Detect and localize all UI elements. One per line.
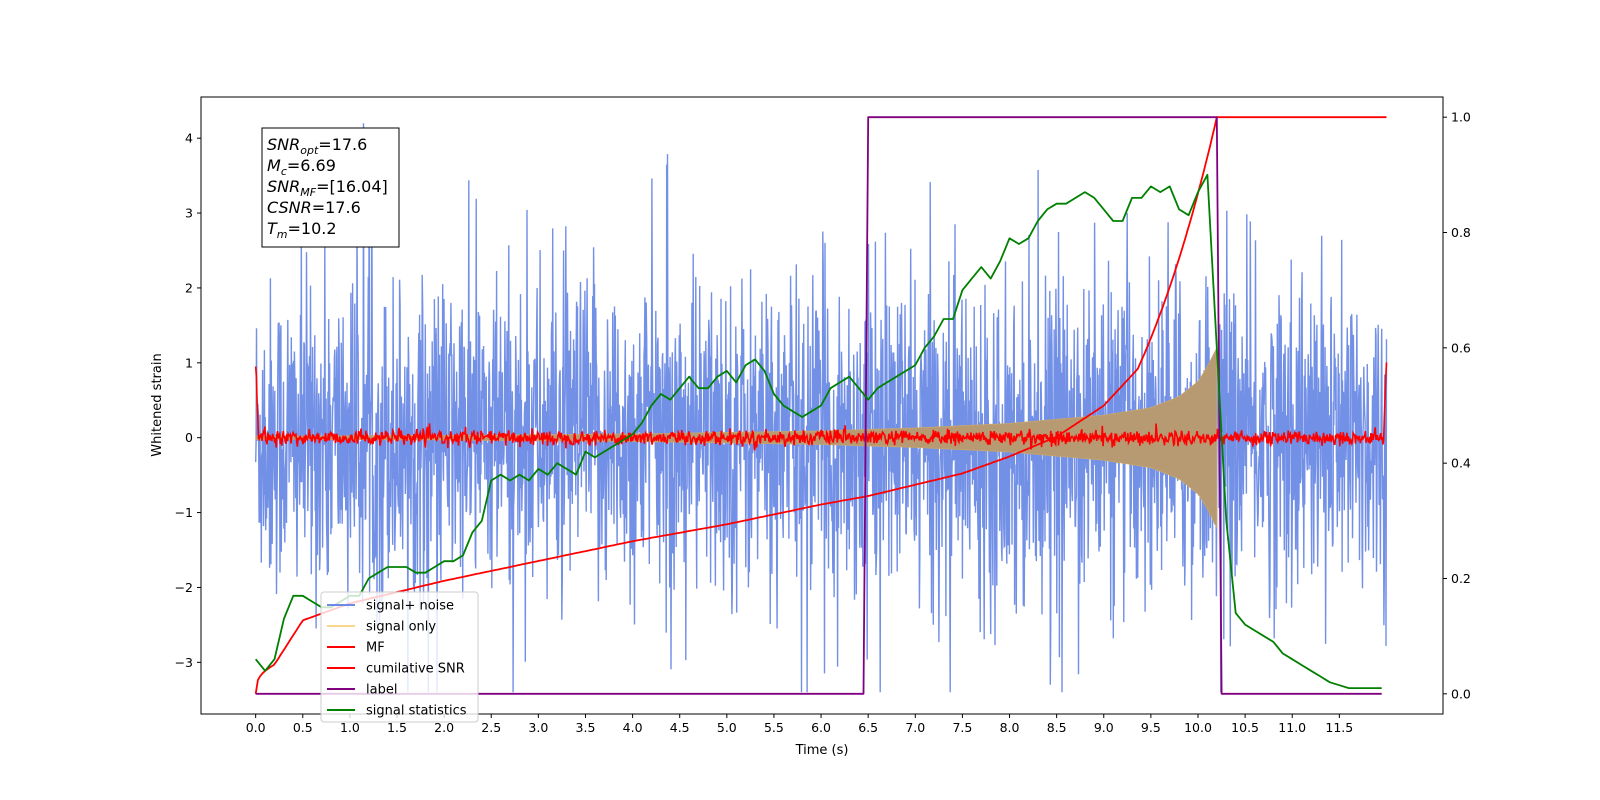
y-left-tick-label: 1 <box>185 355 193 370</box>
y-left-tick-label: 4 <box>185 131 193 146</box>
annotation-name: SNR <box>267 135 300 154</box>
x-tick-label: 3.0 <box>528 720 548 735</box>
x-tick-label: 7.5 <box>952 720 972 735</box>
y-left-tick-label: −2 <box>175 580 193 595</box>
annotation-value: =17.6 <box>318 135 367 154</box>
x-tick-label: 10.0 <box>1184 720 1212 735</box>
x-tick-label: 4.0 <box>623 720 643 735</box>
x-tick-label: 0.0 <box>246 720 266 735</box>
annotation-subscript: c <box>281 165 287 178</box>
x-tick-label: 1.5 <box>387 720 407 735</box>
plot-data-layer <box>254 116 1388 695</box>
y-right-tick-label: 1.0 <box>1451 110 1471 125</box>
annotation-name: M <box>267 156 281 175</box>
y-left-tick-label: −3 <box>175 655 193 670</box>
annotation-subscript: MF <box>300 186 316 199</box>
annotation-subscript: opt <box>300 144 319 157</box>
annotation-name: T <box>267 219 278 238</box>
legend-label: signal+ noise <box>366 599 454 614</box>
x-tick-label: 1.0 <box>340 720 360 735</box>
x-tick-label: 4.5 <box>670 720 690 735</box>
x-tick-label: 5.0 <box>717 720 737 735</box>
x-tick-label: 6.0 <box>811 720 831 735</box>
x-tick-label: 8.5 <box>1047 720 1067 735</box>
y-right-tick-label: 0.2 <box>1451 571 1471 586</box>
series-label <box>255 116 1382 695</box>
x-tick-label: 11.5 <box>1325 720 1353 735</box>
y-right-tick-label: 0.4 <box>1451 456 1471 471</box>
annotation-line: SNRopt=17.6 <box>267 135 367 157</box>
x-tick-label: 11.0 <box>1278 720 1306 735</box>
legend-label: cumilative SNR <box>366 662 465 677</box>
x-tick-label: 6.5 <box>858 720 878 735</box>
y-axis-right: 1.0 0.8 0.6 0.4 0.2 0.0 <box>1443 110 1471 701</box>
annotation-subscript: m <box>277 228 288 241</box>
x-tick-label: 7.0 <box>905 720 925 735</box>
annotation-frame <box>261 127 400 248</box>
y-left-tick-label: 3 <box>185 206 193 221</box>
legend-label: signal only <box>366 620 436 635</box>
legend-frame <box>320 591 479 723</box>
annotation-value: =[16.04] <box>316 177 388 196</box>
legend-label: label <box>366 683 397 698</box>
x-tick-label: 5.5 <box>764 720 784 735</box>
annotation-name: SNR <box>267 177 300 196</box>
series-signal-statistics <box>255 173 1382 689</box>
annotation-value: =6.69 <box>287 156 336 175</box>
y-right-tick-label: 0.0 <box>1451 686 1471 701</box>
x-tick-label: 8.0 <box>1000 720 1020 735</box>
y-right-tick-label: 0.8 <box>1451 225 1471 240</box>
annotation-line: Tm=10.2 <box>267 219 337 241</box>
x-tick-label: 2.5 <box>481 720 501 735</box>
x-tick-label: 9.0 <box>1094 720 1114 735</box>
x-axis: 0.0 0.5 1.0 1.5 2.0 2.5 3.0 3.5 4.0 4.5 5.0 5.5 6.0 6… <box>246 714 1353 735</box>
annotation-line: Mc=6.69 <box>267 156 336 178</box>
y-right-tick-label: 0.6 <box>1451 340 1471 355</box>
legend: signal+ noise signal only MF cumilative SNR… <box>320 591 479 723</box>
y-axis-left: 4 3 2 1 0 −1 −2 −3 <box>175 131 201 670</box>
annotation-line: SNRMF=[16.04] <box>267 177 388 199</box>
x-axis-label: Time (s) <box>795 743 849 758</box>
y-left-tick-label: 0 <box>185 430 193 445</box>
x-tick-label: 2.0 <box>434 720 454 735</box>
y-left-tick-label: 2 <box>185 280 193 295</box>
x-tick-label: 9.5 <box>1141 720 1161 735</box>
series-mf <box>254 362 1388 451</box>
annotation-line: CSNR=17.6 <box>267 198 361 217</box>
legend-label: signal statistics <box>366 704 467 719</box>
annotation-box: SNRopt=17.6Mc=6.69SNRMF=[16.04]CSNR=17.6… <box>261 127 400 248</box>
legend-label: MF <box>366 641 385 656</box>
annotation-name: CSNR <box>267 198 312 217</box>
x-tick-label: 3.5 <box>576 720 596 735</box>
plot-frame <box>200 96 1444 715</box>
annotation-value: =10.2 <box>288 219 337 238</box>
y-axis-label: Whitened strain <box>150 353 165 456</box>
annotation-value: =17.6 <box>312 198 361 217</box>
y-left-tick-label: −1 <box>175 505 193 520</box>
x-tick-label: 0.5 <box>293 720 313 735</box>
x-tick-label: 10.5 <box>1231 720 1259 735</box>
